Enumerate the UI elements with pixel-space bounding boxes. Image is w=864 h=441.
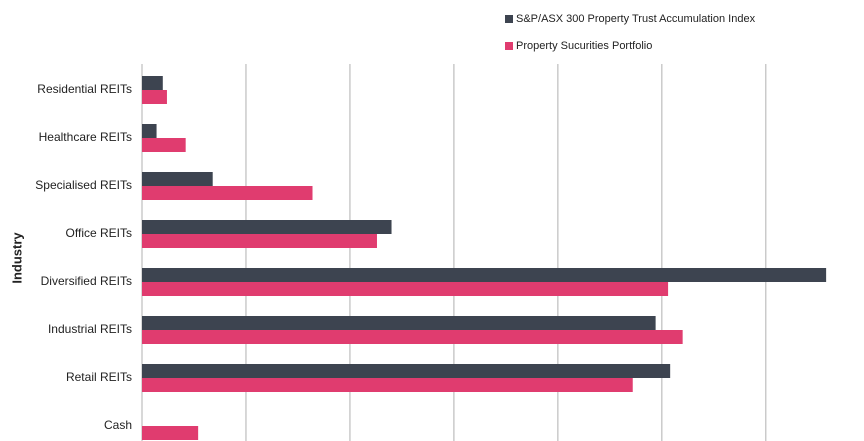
y-tick-label: Healthcare REITs bbox=[39, 130, 132, 144]
legend-label: Property Sucurities Portfolio bbox=[516, 40, 652, 52]
bar bbox=[142, 172, 213, 186]
bar bbox=[142, 186, 313, 200]
bar bbox=[142, 220, 392, 234]
y-tick-label: Office REITs bbox=[66, 226, 132, 240]
y-tick-label: Retail REITs bbox=[66, 370, 132, 384]
bar bbox=[142, 426, 199, 440]
y-tick-label: Residential REITs bbox=[37, 82, 132, 96]
bar bbox=[142, 316, 656, 330]
bar bbox=[142, 234, 377, 248]
bar bbox=[142, 364, 671, 378]
bar bbox=[142, 282, 669, 296]
legend-swatch bbox=[505, 15, 513, 23]
y-tick-label: Industrial REITs bbox=[48, 322, 132, 336]
y-axis-title: Industry bbox=[9, 232, 24, 284]
bar bbox=[142, 378, 633, 392]
bar bbox=[142, 330, 683, 344]
y-tick-label: Cash bbox=[104, 418, 132, 432]
bar bbox=[142, 76, 163, 90]
bar bbox=[142, 268, 827, 282]
legend-swatch bbox=[505, 42, 513, 50]
legend-label: S&P/ASX 300 Property Trust Accumulation … bbox=[516, 13, 756, 25]
bar bbox=[142, 90, 167, 104]
bar bbox=[142, 138, 186, 152]
y-tick-label: Diversified REITs bbox=[41, 274, 132, 288]
y-tick-label: Specialised REITs bbox=[35, 178, 132, 192]
bar bbox=[142, 124, 157, 138]
